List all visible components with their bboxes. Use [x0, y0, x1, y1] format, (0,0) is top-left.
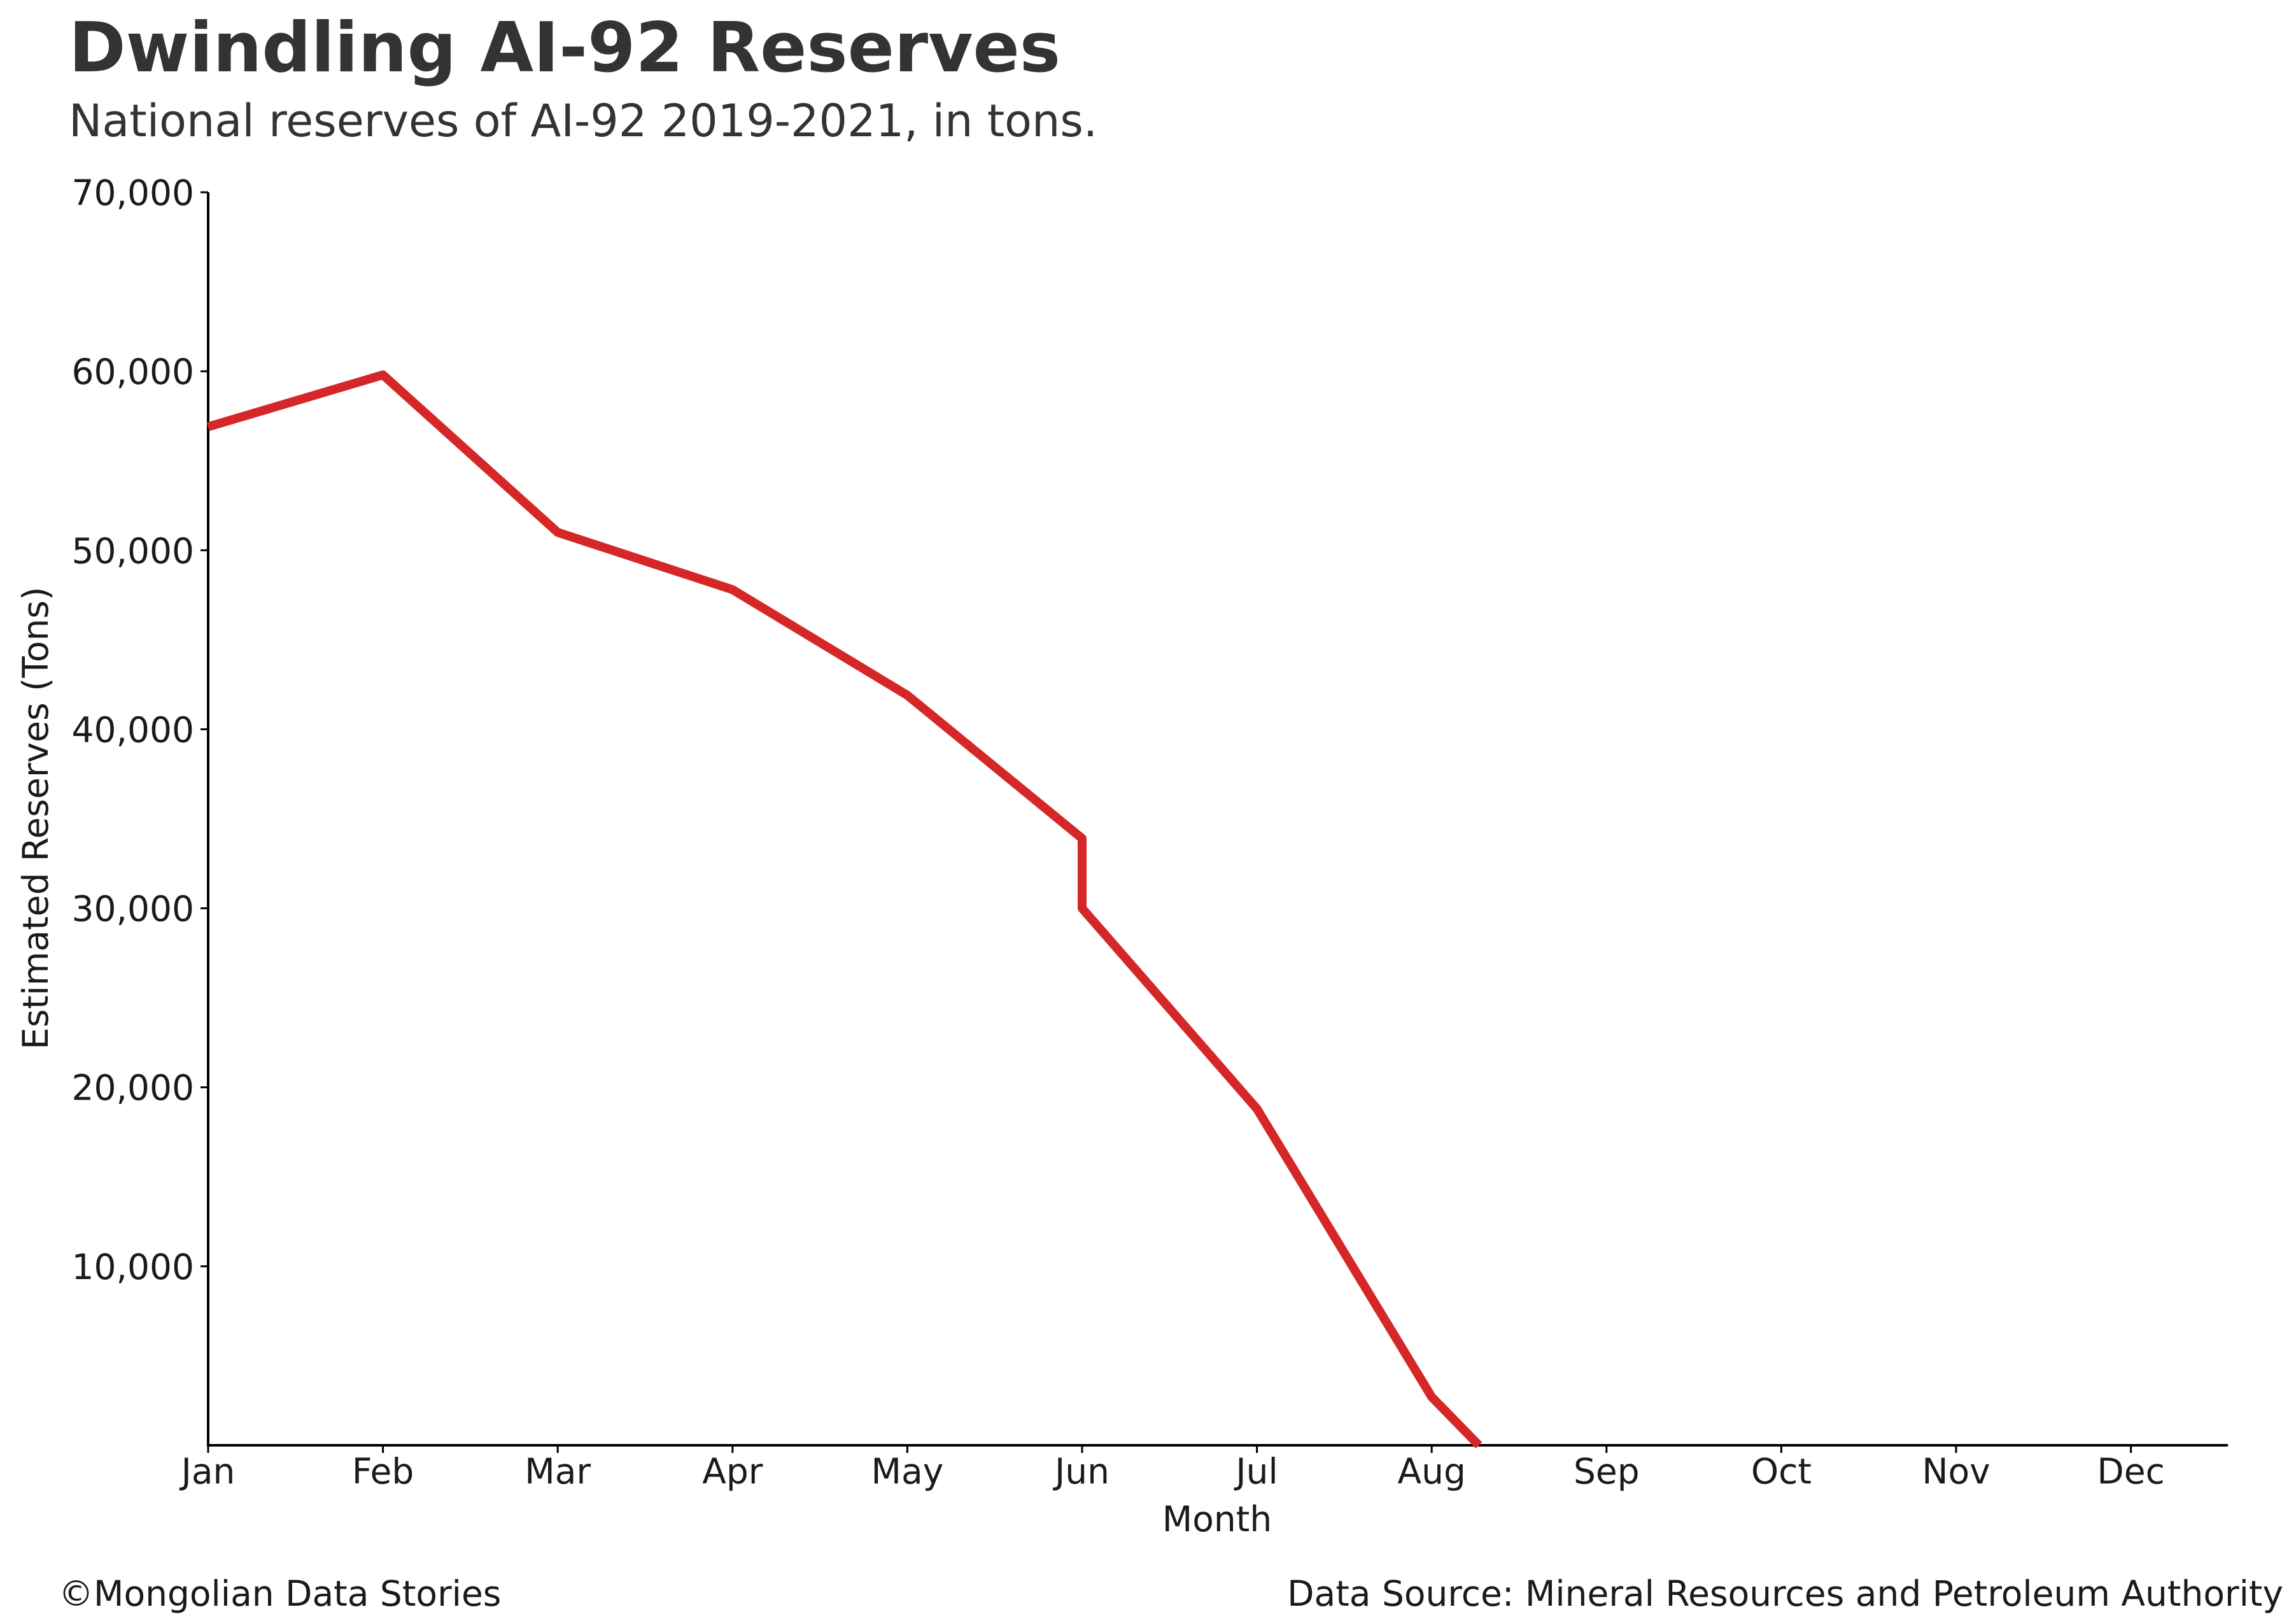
x-tick-label: Oct: [1751, 1451, 1812, 1492]
x-tick-label: Jan: [180, 1451, 236, 1492]
x-tick-label: Apr: [702, 1451, 763, 1492]
y-tick-label: 40,000: [72, 709, 194, 750]
credit-text: ©Mongolian Data Stories: [59, 1573, 501, 1614]
x-tick-label: Dec: [2097, 1451, 2164, 1492]
x-tick-label: Mar: [525, 1451, 591, 1492]
x-tick-label: Nov: [1922, 1451, 1990, 1492]
y-axis-label: Estimated Reserves (Tons): [15, 587, 56, 1050]
chart-title: Dwindling AI-92 Reserves: [69, 8, 1060, 88]
reserves-line-series: [207, 370, 1483, 1448]
plot-area: 10,000 20,000 30,000 40,000 50,000 60,000 70,0…: [72, 173, 2228, 1492]
x-tick-label: Aug: [1397, 1451, 1465, 1492]
y-ticks: 10,000 20,000 30,000 40,000 50,000 60,000 70,0…: [72, 173, 208, 1287]
x-ticks: Jan Feb Mar Apr May Jun Jul Aug Sep Oct Nov Dec: [180, 1445, 2165, 1492]
source-text: Data Source: Mineral Resources and Petro…: [1287, 1573, 2283, 1614]
x-tick-label: Sep: [1574, 1451, 1640, 1492]
y-tick-label: 20,000: [72, 1068, 194, 1108]
y-tick-label: 60,000: [72, 351, 194, 392]
x-tick-label: Jul: [1234, 1451, 1278, 1492]
series-group: [207, 370, 1483, 1448]
x-tick-label: May: [871, 1451, 944, 1492]
chart-subtitle: National reserves of AI-92 2019-2021, in…: [69, 95, 1097, 147]
x-tick-label: Jun: [1053, 1451, 1109, 1492]
y-tick-label: 70,000: [72, 173, 194, 213]
x-tick-label: Feb: [352, 1451, 414, 1492]
reserves-data-point: [906, 695, 908, 696]
y-tick-label: 50,000: [72, 530, 194, 571]
reserves-data-point: [1081, 908, 1083, 909]
y-tick-label: 30,000: [72, 889, 194, 930]
x-axis-label: Month: [1162, 1499, 1272, 1540]
reserves-data-point: [1081, 838, 1083, 839]
y-tick-label: 10,000: [72, 1247, 194, 1287]
